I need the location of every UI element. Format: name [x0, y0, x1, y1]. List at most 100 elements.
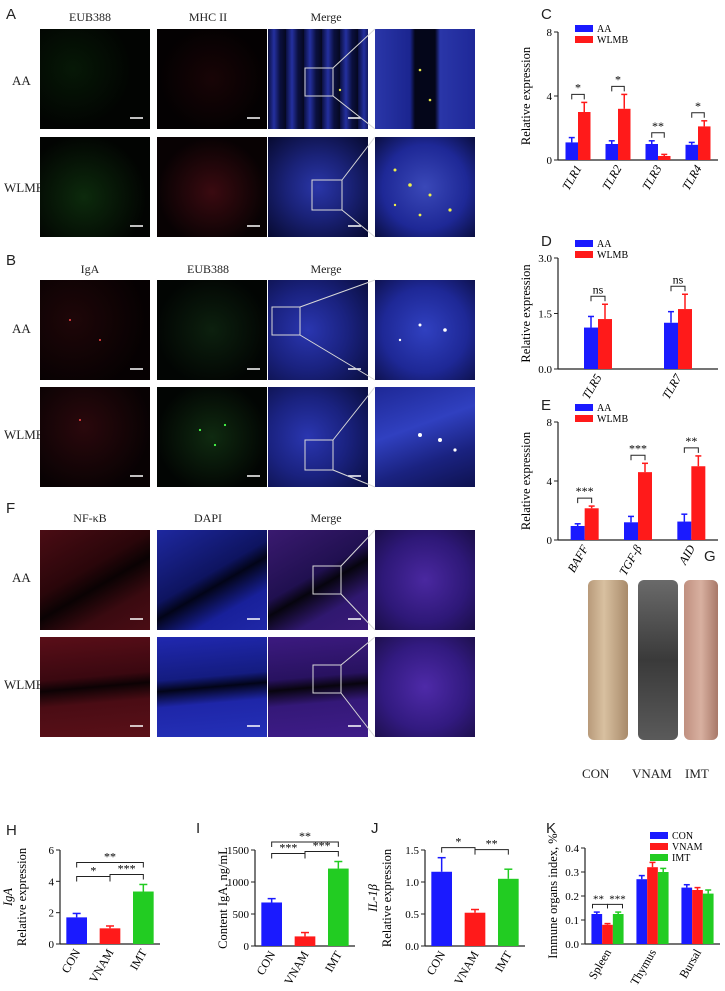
y-axis-label-j: Relative expression	[380, 848, 394, 947]
chart-e: 0 4 8 Relative expression BAFF *** TGF-β *** AID…	[520, 403, 718, 578]
micrograph-f-wlmb-dapi	[157, 637, 267, 737]
micrograph-b-aa-iga	[40, 280, 150, 380]
bar-i-con	[261, 902, 282, 946]
significance-label-h: **	[104, 849, 116, 863]
bar-k-imt-0	[612, 914, 624, 944]
significance-bracket-e	[630, 454, 646, 461]
bar-i-imt	[328, 868, 349, 946]
intestine-photo-con	[588, 580, 628, 740]
panel-a-col-label-2: MHC II	[188, 10, 228, 24]
significance-label-k: ***	[609, 893, 626, 905]
micrograph-f-wlmb-zoom	[375, 637, 475, 737]
panel-letter-f: F	[6, 500, 16, 517]
bar-h-con	[66, 917, 87, 944]
bar-j-con	[431, 871, 452, 946]
bar-c-aa-0	[565, 142, 578, 160]
y-tick-label-d: 1.5	[538, 309, 552, 321]
x-tick-label-k: Bursal	[676, 946, 704, 981]
chart-d: 0.0 1.5 3.0 Relative expression TLR5 ns TLR7 ns…	[520, 239, 718, 402]
y-tick-label-k: 0.0	[565, 939, 579, 951]
legend-label-d: WLMB	[597, 250, 628, 261]
micrograph-f-wlmb-nfkb	[40, 637, 150, 737]
micrograph-f-aa-dapi	[157, 530, 267, 630]
panel-letter-d: D	[541, 233, 552, 250]
panel-letter-c: C	[541, 6, 552, 23]
y-tick-label-e: 8	[547, 417, 553, 429]
bar-k-imt-1	[657, 872, 669, 944]
significance-bracket-j	[474, 849, 509, 855]
x-tick-label-h: VNAM	[86, 946, 117, 985]
micrograph-a-aa-zoom	[375, 29, 475, 129]
y-tick-label-k: 0.2	[565, 891, 579, 903]
significance-label-e: ***	[576, 484, 594, 498]
significance-bracket-c	[691, 112, 705, 118]
bar-d-wlmb-1	[678, 309, 692, 369]
micrograph-a-wlmb-merge	[268, 137, 368, 237]
y-tick-label-j: 0.5	[405, 909, 419, 921]
bar-d-aa-0	[584, 327, 598, 369]
x-tick-label-e: BAFF	[564, 542, 591, 575]
bar-c-wlmb-1	[618, 108, 631, 160]
significance-label-c: **	[652, 119, 664, 133]
photo-label-con: CON	[582, 766, 610, 781]
significance-label-c: *	[615, 72, 621, 86]
x-tick-label-e: TGF-β	[616, 542, 644, 577]
bar-e-aa-1	[624, 522, 638, 540]
y-axis-gene-label-h: IgA	[1, 888, 15, 907]
x-tick-label-i: CON	[253, 948, 278, 977]
bar-c-wlmb-3	[698, 126, 711, 160]
bar-k-vnam-0	[602, 924, 613, 944]
y-tick-label-h: 2	[49, 908, 55, 920]
photo-label-vnam: VNAM	[632, 766, 672, 781]
zoom-boxes	[271, 28, 376, 738]
legend-swatch-e	[575, 404, 593, 411]
bar-j-imt	[498, 878, 519, 946]
bar-c-aa-1	[605, 144, 618, 160]
legend-label-k: VNAM	[672, 842, 703, 853]
significance-bracket-k	[607, 903, 623, 909]
y-tick-label-i: 1500	[227, 845, 250, 857]
y-axis-label-k: Immune organs index, %	[546, 833, 560, 958]
legend-label-d: AA	[597, 239, 612, 250]
y-axis-label-d: Relative expression	[520, 264, 533, 363]
intestine-photo-vnam	[638, 580, 678, 740]
photo-label-imt: IMT	[685, 766, 709, 781]
bar-k-imt-2	[702, 893, 714, 944]
x-tick-label-j: IMT	[492, 948, 515, 975]
panel-letter-g: G	[704, 548, 716, 565]
x-tick-label-d: TLR5	[579, 372, 604, 402]
bar-c-aa-2	[645, 144, 658, 160]
bar-h-vnam	[99, 928, 121, 944]
panel-a-row-label-2: WLMB	[4, 180, 45, 195]
micrograph-annotations	[69, 28, 457, 738]
significance-bracket-d	[590, 295, 606, 302]
bar-d-wlmb-0	[598, 319, 612, 369]
x-tick-label-i: VNAM	[281, 948, 312, 987]
significance-bracket-h	[76, 861, 144, 868]
significance-label-k: **	[593, 893, 604, 905]
legend-label-c: AA	[597, 24, 612, 35]
y-tick-label-c: 4	[547, 91, 553, 103]
significance-bracket-e	[683, 447, 699, 453]
micrograph-b-wlmb-zoom	[375, 387, 475, 487]
panel-a-col-label-3: Merge	[310, 10, 342, 24]
legend-swatch-c	[575, 25, 593, 32]
panel-a-col-label-1: EUB388	[69, 10, 111, 24]
y-tick-label-j: 1.0	[405, 877, 419, 889]
x-tick-label-h: IMT	[127, 946, 150, 973]
panel-b-col-label-3: Merge	[310, 262, 342, 276]
bar-e-aa-0	[570, 525, 585, 540]
y-tick-label-c: 0	[547, 155, 553, 167]
significance-label-i: **	[299, 830, 311, 843]
bar-k-con-2	[681, 887, 693, 944]
legend-label-k: CON	[672, 831, 693, 842]
panel-letter-b: B	[6, 252, 17, 269]
significance-label-c: *	[575, 80, 581, 94]
x-tick-label-c: TLR2	[599, 163, 624, 193]
significance-bracket-d	[670, 285, 686, 292]
significance-label-e: ***	[629, 441, 647, 455]
micrograph-b-aa-eub388	[157, 280, 267, 380]
